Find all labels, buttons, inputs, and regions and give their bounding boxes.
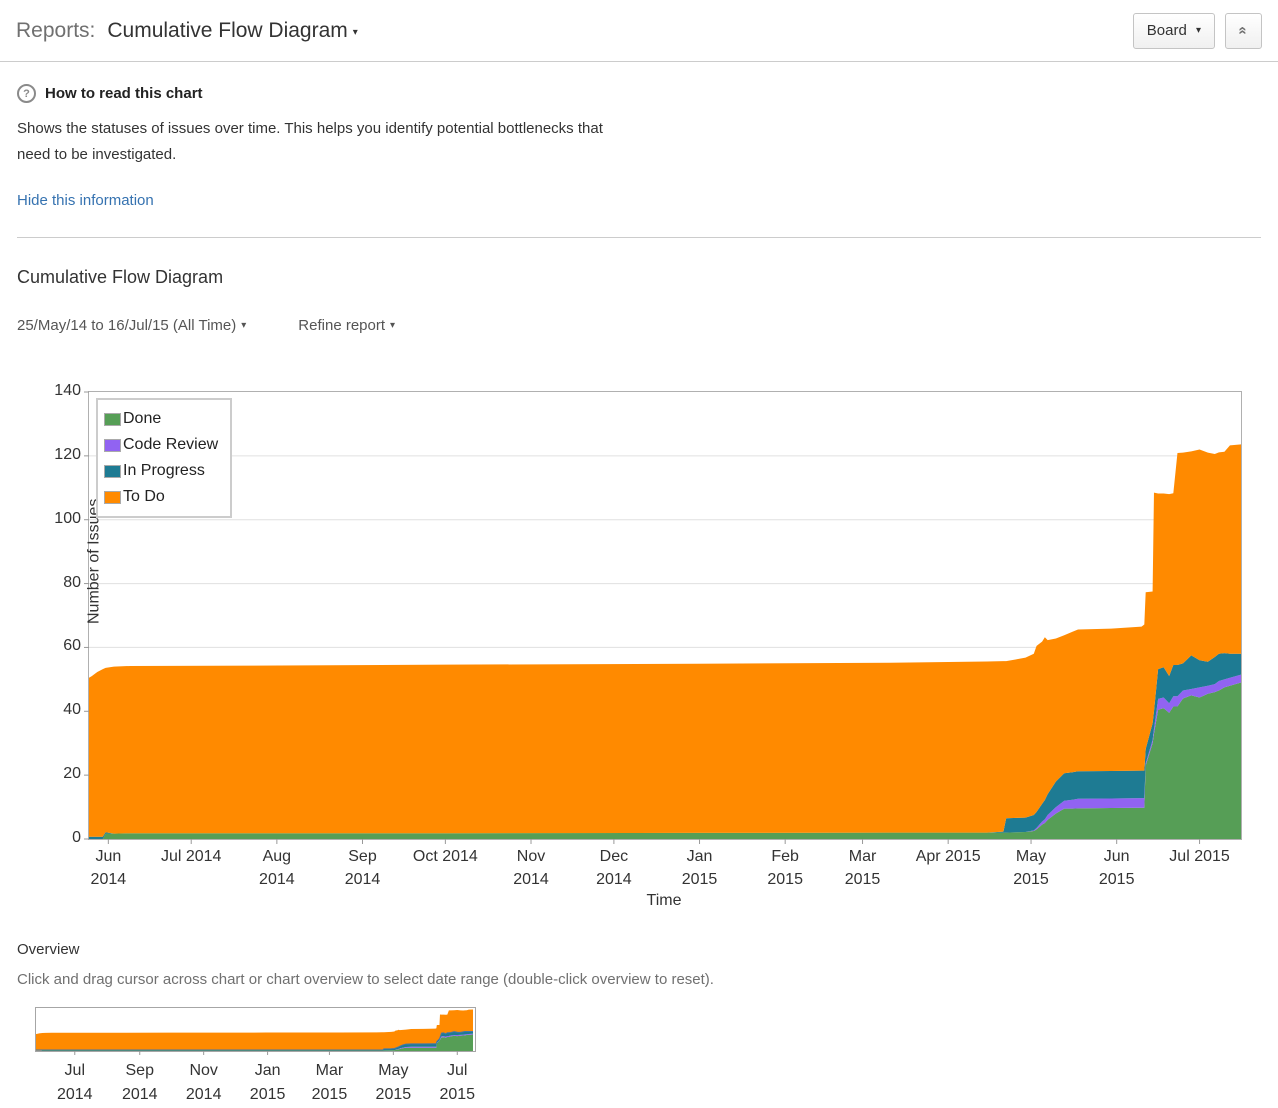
x-tick-label: Dec 2014 xyxy=(596,848,632,888)
board-button[interactable]: Board ▾ xyxy=(1132,12,1215,49)
legend-label: Code Review xyxy=(123,436,219,453)
y-tick-label: 120 xyxy=(54,445,81,463)
page-header: Reports: Cumulative Flow Diagram ▾ Board … xyxy=(0,0,1278,62)
chevron-down-icon: ▾ xyxy=(1195,25,1201,36)
y-tick-label: 140 xyxy=(54,382,81,399)
x-tick-label: May 2015 xyxy=(1013,848,1049,888)
x-axis-title: Time xyxy=(646,892,682,909)
legend-item: In Progress xyxy=(104,458,218,484)
how-to-read-title-row: ? How to read this chart xyxy=(17,84,1261,103)
how-to-read-section: ? How to read this chart Shows the statu… xyxy=(0,62,1278,210)
report-title: Cumulative Flow Diagram xyxy=(17,267,224,287)
overview-tick-label: Nov 2014 xyxy=(185,1062,222,1103)
x-tick-label: Jul 2015 xyxy=(1169,848,1230,865)
legend-item: Done xyxy=(104,406,218,432)
report-picker-label: Cumulative Flow Diagram xyxy=(107,18,348,42)
x-tick-label: Jul 2014 xyxy=(160,848,222,865)
reports-label: Reports: xyxy=(16,18,96,42)
cumulative-flow-chart[interactable]: Number of Issues Done Code Review In Progr… xyxy=(54,382,1242,888)
legend-item: Code Review xyxy=(104,432,218,458)
legend-swatch-done xyxy=(104,412,121,426)
overview-instruction: Click and drag cursor across chart or ch… xyxy=(17,971,714,988)
chevron-down-icon: ▾ xyxy=(241,320,247,331)
y-tick-label: 60 xyxy=(63,637,81,655)
overview-canvas xyxy=(36,1009,473,1055)
refine-report-label: Refine report xyxy=(298,317,386,334)
overview-tick-label: Jul 2015 xyxy=(439,1062,476,1103)
date-range-label: 25/May/14 to 16/Jul/15 (All Time) xyxy=(17,317,237,334)
x-tick-label: Jan 2015 xyxy=(681,848,718,888)
overview-tick-label: Jan 2015 xyxy=(249,1062,286,1103)
x-tick-label: Oct 2014 xyxy=(412,848,478,865)
area-to-do xyxy=(89,444,1241,837)
x-tick-label: Nov 2014 xyxy=(513,848,549,888)
y-tick-label: 80 xyxy=(63,573,81,591)
chart-region: Number of Issues Done Code Review In Progr… xyxy=(0,382,1278,931)
legend-swatch-code-review xyxy=(104,438,121,452)
legend-label: Done xyxy=(123,410,162,427)
x-tick-label: Mar 2015 xyxy=(844,848,881,888)
overview-tick-label: Jul 2014 xyxy=(56,1062,93,1103)
x-tick-label: Aug 2014 xyxy=(259,848,295,888)
legend-label: To Do xyxy=(123,488,165,505)
overview-tick-label: Sep 2014 xyxy=(121,1062,158,1103)
date-range-dropdown[interactable]: 25/May/14 to 16/Jul/15 (All Time) ▾ xyxy=(17,317,246,334)
area-to-do xyxy=(36,1009,473,1051)
area-done xyxy=(36,1034,473,1051)
chevron-down-icon: ▾ xyxy=(390,320,396,331)
hide-information-link[interactable]: Hide this information xyxy=(17,192,154,209)
report-breadcrumb: Reports: Cumulative Flow Diagram ▾ xyxy=(16,19,358,43)
overview-tick-label: Mar 2015 xyxy=(311,1062,348,1103)
x-tick-label: Feb 2015 xyxy=(767,848,803,888)
overview-heading: Overview xyxy=(17,941,80,958)
x-tick-label: Jun 2015 xyxy=(1098,848,1135,888)
help-icon: ? xyxy=(17,84,36,103)
y-tick-label: 100 xyxy=(54,509,81,527)
legend-swatch-in-progress xyxy=(104,464,121,478)
board-button-label: Board xyxy=(1146,22,1187,39)
legend-label: In Progress xyxy=(123,462,205,479)
y-tick-label: 40 xyxy=(63,701,81,719)
refine-report-dropdown[interactable]: Refine report ▾ xyxy=(298,317,395,334)
chart-legend: Done Code Review In Progress To Do xyxy=(96,398,233,518)
chevron-down-icon: ▾ xyxy=(352,26,358,38)
report-picker[interactable]: Cumulative Flow Diagram ▾ xyxy=(107,19,357,43)
report-controls: 25/May/14 to 16/Jul/15 (All Time) ▾ Refin… xyxy=(17,317,1278,334)
how-to-read-title: How to read this chart xyxy=(45,85,203,102)
y-tick-label: 20 xyxy=(63,765,81,783)
collapse-button[interactable]: « xyxy=(1225,12,1262,49)
overview-tick-label: May 2015 xyxy=(375,1062,412,1103)
overview-chart[interactable]: Jul 2014 Sep 2014 Nov 2014 Jan 2015 Mar 2015 May 20… xyxy=(35,1007,476,1103)
chart-canvas xyxy=(84,391,1241,844)
x-tick-label: Apr 2015 xyxy=(915,848,981,865)
double-chevron-up-icon: « xyxy=(1235,26,1252,35)
header-actions: Board ▾ « xyxy=(1132,12,1262,49)
section-divider xyxy=(17,237,1261,238)
area-done xyxy=(89,682,1241,839)
overview-section: Overview Click and drag cursor across ch… xyxy=(17,941,1278,1103)
x-tick-label: Jun 2014 xyxy=(90,848,127,888)
x-tick-label: Sep 2014 xyxy=(344,848,381,888)
how-to-read-description: Shows the statuses of issues over time. … xyxy=(17,120,603,163)
legend-item: To Do xyxy=(104,484,218,510)
legend-swatch-to-do xyxy=(104,490,121,504)
y-tick-label: 0 xyxy=(72,829,81,846)
overview-inprogress-line xyxy=(36,1030,473,1051)
